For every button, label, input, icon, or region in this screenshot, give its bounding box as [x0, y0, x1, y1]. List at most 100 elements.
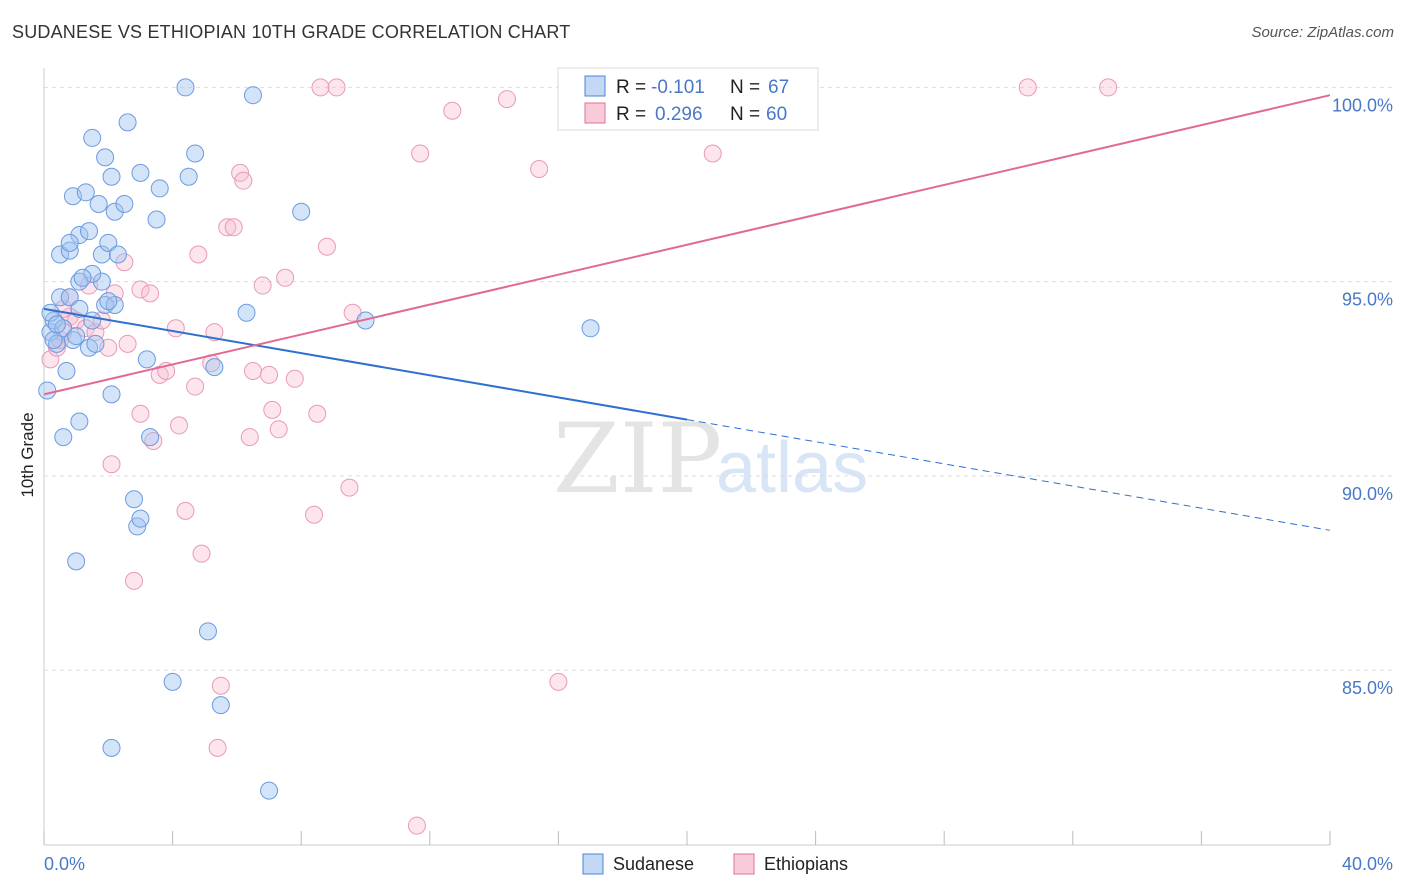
- watermark-zip: ZIP: [553, 403, 722, 515]
- ethiopians-point: [41, 350, 60, 369]
- stats-n-label-ethiopians: N =: [730, 104, 760, 125]
- sudanese-point: [51, 245, 70, 264]
- ethiopians-point: [340, 478, 359, 497]
- legend-label-sudanese: Sudanese: [613, 854, 694, 874]
- sudanese-point: [237, 303, 256, 322]
- sudanese-point: [186, 144, 205, 163]
- ethiopians-point: [1018, 78, 1037, 97]
- sudanese-point: [102, 385, 121, 404]
- sudanese-point: [57, 362, 76, 381]
- ethiopians-point: [170, 416, 189, 435]
- sudanese-point: [141, 428, 160, 447]
- ethiopians-point: [141, 284, 160, 303]
- ethiopians-point: [305, 505, 324, 524]
- y-tick-label: 95.0%: [1342, 290, 1393, 310]
- sudanese-point: [105, 202, 124, 221]
- ethiopians-point: [189, 245, 208, 264]
- sudanese-point: [102, 738, 121, 757]
- stats-r-label-ethiopians: R =: [616, 104, 646, 125]
- sudanese-point: [80, 222, 99, 241]
- sudanese-point: [70, 226, 89, 245]
- y-tick-labels: 85.0% 90.0% 95.0% 100.0%: [1332, 95, 1393, 698]
- sudanese-point: [243, 86, 262, 105]
- y-tick-label: 85.0%: [1342, 678, 1393, 698]
- ethiopians-points: [41, 78, 1118, 835]
- stats-n-label-sudanese: N =: [730, 77, 760, 98]
- ethiopians-point: [192, 544, 211, 563]
- sudanese-point: [147, 210, 166, 229]
- legend-swatch-sudanese: [582, 853, 604, 875]
- ethiopians-point: [308, 404, 327, 423]
- sudanese-trend-line: [43, 307, 688, 421]
- ethiopians-point: [530, 160, 549, 179]
- ethiopians-point: [240, 428, 259, 447]
- sudanese-point: [44, 330, 63, 349]
- sudanese-trend-extension: [686, 419, 1331, 531]
- ethiopians-point: [443, 101, 462, 120]
- ethiopians-point: [311, 78, 330, 97]
- sudanese-point: [73, 268, 92, 287]
- sudanese-point: [118, 113, 137, 132]
- sudanese-point: [211, 696, 230, 715]
- sudanese-point: [292, 202, 311, 221]
- ethiopians-point: [102, 455, 121, 474]
- sudanese-point: [70, 299, 89, 318]
- ethiopians-point: [208, 738, 227, 757]
- x-tick-label-max: 40.0%: [1342, 854, 1393, 874]
- sudanese-point: [205, 358, 224, 377]
- ethiopians-point: [118, 334, 137, 353]
- ethiopians-point: [260, 365, 279, 384]
- sudanese-point: [60, 241, 79, 260]
- sudanese-point: [260, 781, 279, 800]
- ethiopians-point: [176, 501, 195, 520]
- sudanese-point: [86, 334, 105, 353]
- sudanese-point: [198, 622, 217, 641]
- sudanese-point: [67, 552, 86, 571]
- legend: Sudanese Ethiopians: [582, 853, 848, 875]
- sudanese-point: [150, 179, 169, 198]
- ethiopians-point: [125, 571, 144, 590]
- y-tick-label: 100.0%: [1332, 95, 1393, 115]
- y-tick-label: 90.0%: [1342, 484, 1393, 504]
- ethiopians-point: [253, 276, 272, 295]
- ethiopians-point: [549, 672, 568, 691]
- sudanese-point: [176, 78, 195, 97]
- sudanese-point: [76, 183, 95, 202]
- legend-swatch-ethiopians: [733, 853, 755, 875]
- stats-swatch-ethiopians: [584, 102, 606, 124]
- stats-swatch-sudanese: [584, 75, 606, 97]
- ethiopians-point: [327, 78, 346, 97]
- ethiopians-point: [1099, 78, 1118, 97]
- ethiopians-point: [131, 280, 150, 299]
- ethiopians-point: [263, 400, 282, 419]
- sudanese-point: [92, 272, 111, 291]
- sudanese-point: [54, 428, 73, 447]
- sudanese-point: [83, 311, 102, 330]
- ethiopians-point: [407, 816, 426, 835]
- sudanese-point: [131, 163, 150, 182]
- ethiopians-trend-line: [43, 94, 1331, 396]
- sudanese-point: [51, 288, 70, 307]
- sudanese-point: [99, 292, 118, 311]
- ethiopians-point: [243, 362, 262, 381]
- sudanese-point: [581, 319, 600, 338]
- sudanese-point: [60, 288, 79, 307]
- stats-r-value-ethiopians: 0.296: [655, 104, 703, 125]
- ethiopians-point: [166, 319, 185, 338]
- sudanese-point: [179, 167, 198, 186]
- ethiopians-point: [317, 237, 336, 256]
- axes: [43, 68, 1331, 846]
- stats-box: R = -0.101 N = 67 R = 0.296 N = 60: [557, 67, 819, 131]
- ethiopians-point: [186, 377, 205, 396]
- sudanese-point: [125, 490, 144, 509]
- sudanese-point: [70, 412, 89, 431]
- ethiopians-point: [224, 218, 243, 237]
- sudanese-point: [92, 245, 111, 264]
- sudanese-point: [102, 167, 121, 186]
- gridlines: [44, 86, 1392, 671]
- ethiopians-point: [131, 404, 150, 423]
- sudanese-point: [163, 672, 182, 691]
- sudanese-point: [115, 194, 134, 213]
- ethiopians-point: [411, 144, 430, 163]
